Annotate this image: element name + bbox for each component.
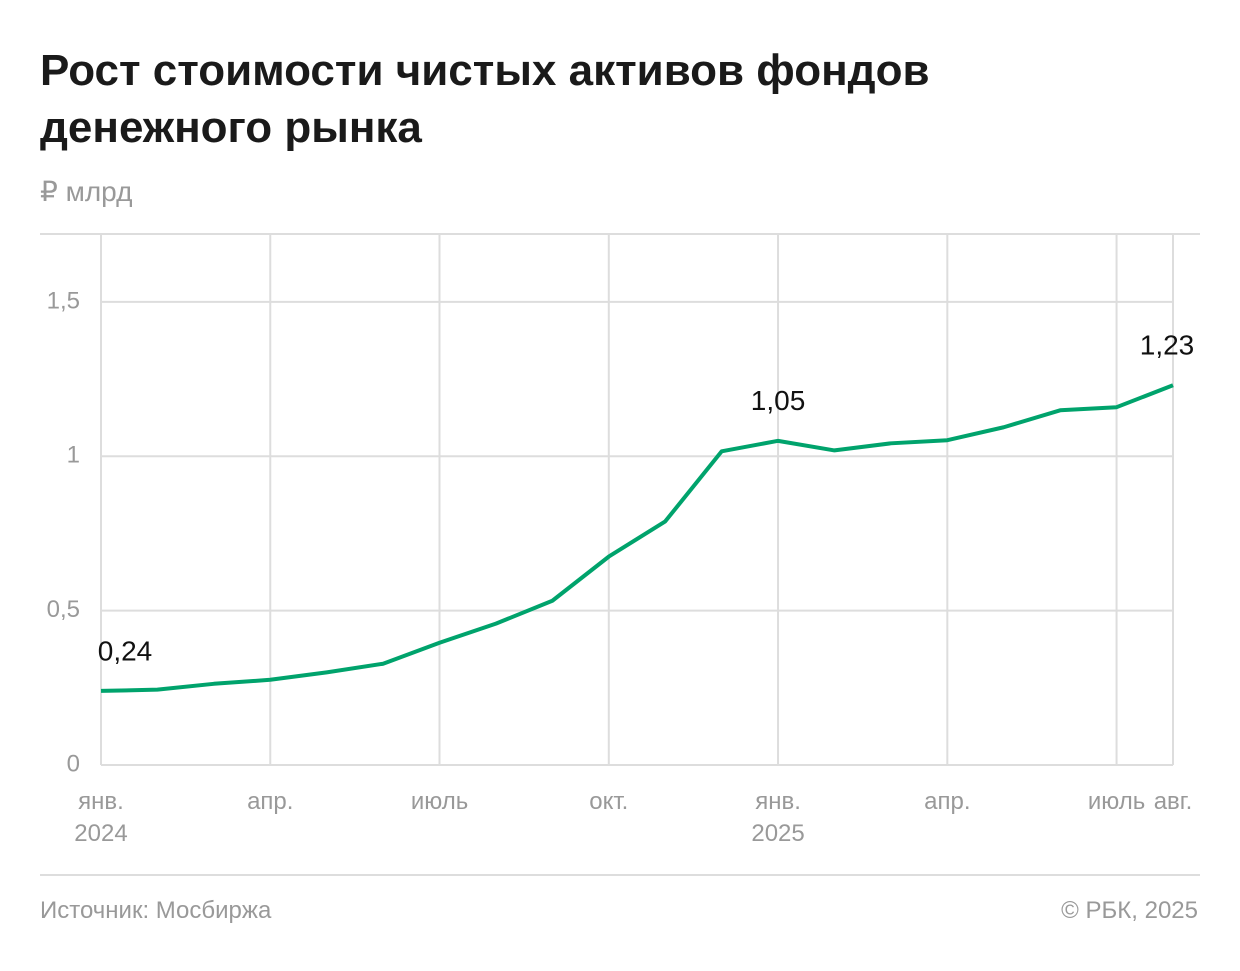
x-tick-label: апр.: [924, 788, 971, 815]
source: Источник: Мосбиржа: [40, 897, 272, 924]
x-tick-label: июль: [1087, 788, 1146, 815]
y-tick-label: 0: [67, 750, 80, 777]
x-tick-label: янв. 2024: [74, 788, 128, 847]
data-label: 1,23: [1140, 330, 1195, 361]
x-tick-label: авг.: [1153, 788, 1193, 815]
chart-subtitle: ₽ млрд: [40, 176, 133, 207]
y-tick-label: 1: [67, 442, 80, 469]
data-label: 1,05: [751, 385, 806, 416]
credit: © РБК, 2025: [1061, 897, 1198, 924]
data-label: 0,24: [98, 635, 153, 666]
line: [100, 383, 1174, 693]
x-tick-label: апр.: [247, 788, 294, 815]
y-tick-label: 0,5: [47, 596, 80, 623]
y-tick-label: 1,5: [47, 287, 80, 314]
x-tick-label: окт.: [589, 788, 629, 815]
x-tick-label: июль: [410, 788, 469, 815]
chart-title: Рост стоимости чистых активов фондов ден…: [40, 46, 930, 152]
x-tick-label: янв. 2025: [751, 788, 805, 847]
